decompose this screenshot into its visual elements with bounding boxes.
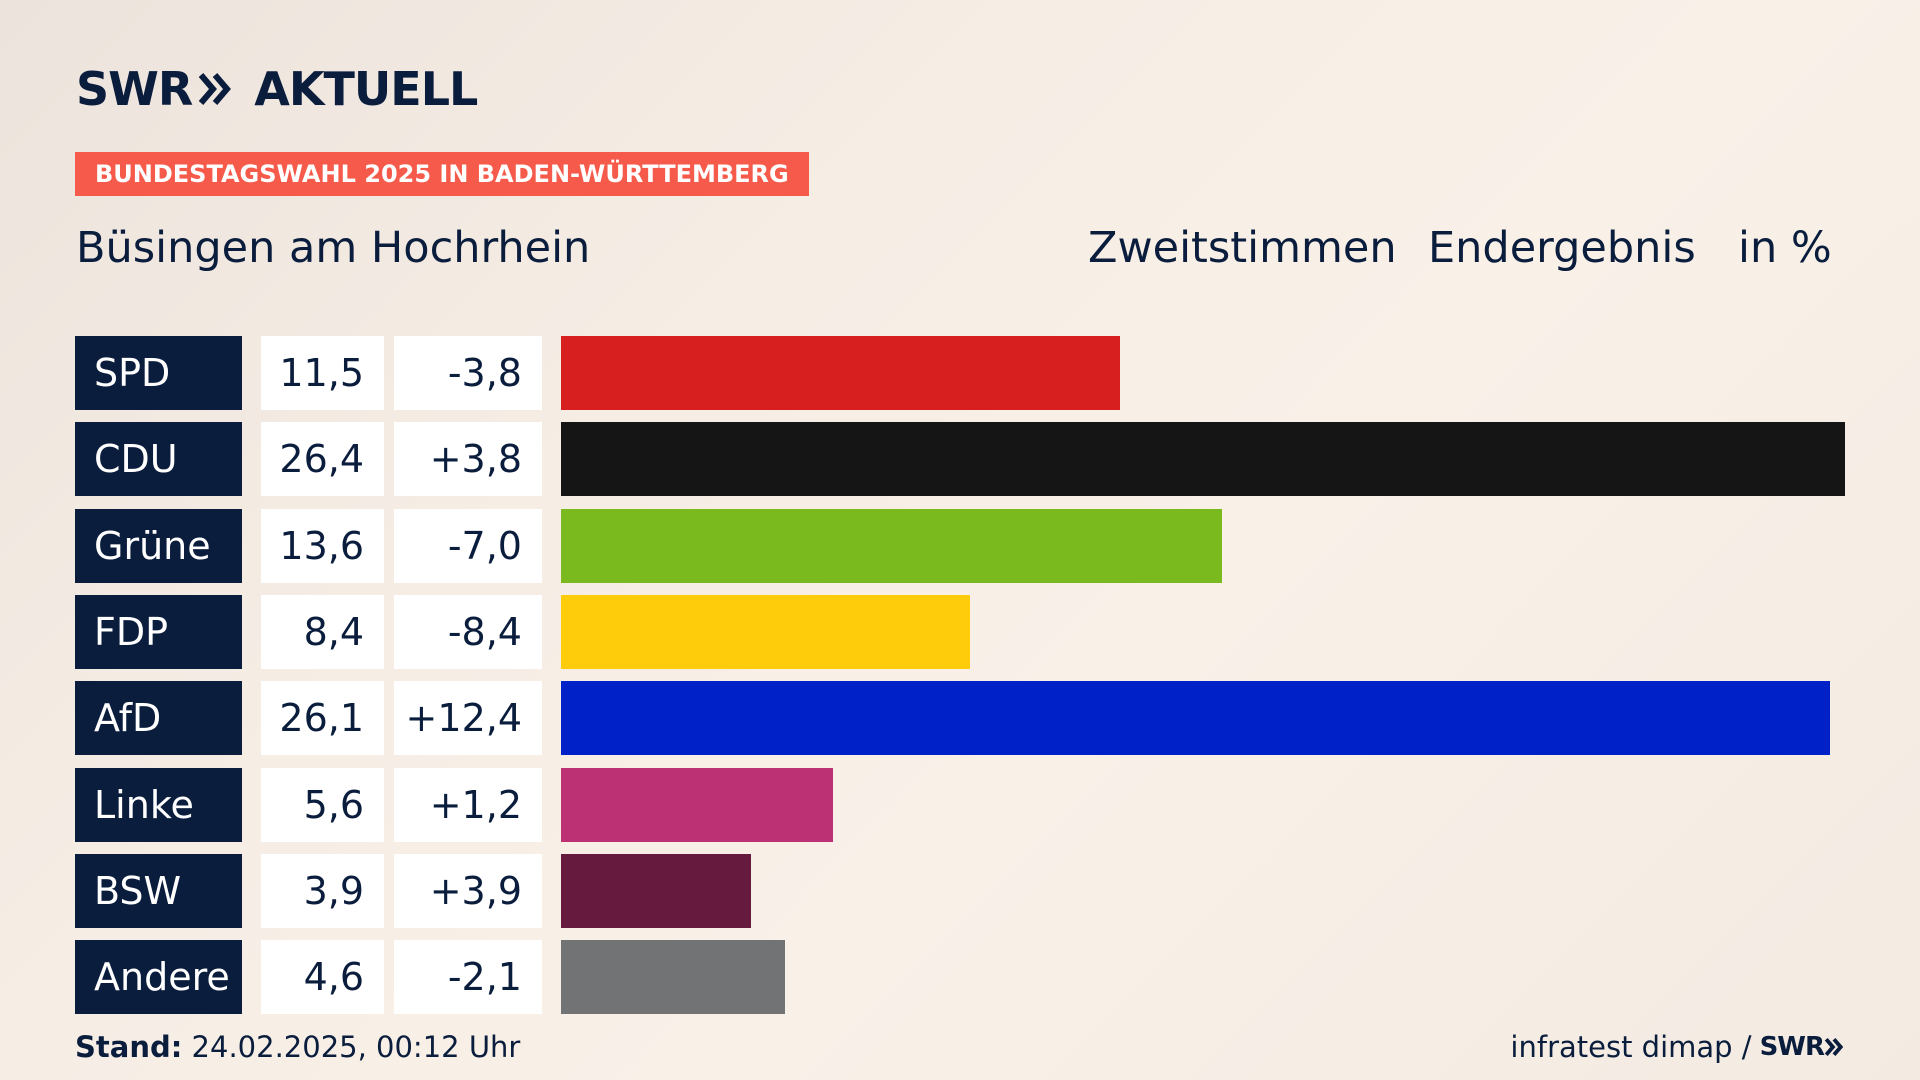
- logo-swr-text: SWR: [76, 62, 193, 116]
- change-value: +1,2: [394, 767, 542, 842]
- source-swr-logo: SWR: [1759, 1032, 1825, 1062]
- change-value: +3,8: [394, 422, 542, 497]
- source-text: infratest dimap /: [1510, 1030, 1752, 1064]
- change-value: -8,4: [394, 594, 542, 669]
- change-value: -7,0: [394, 508, 542, 583]
- result-bar: [561, 767, 833, 842]
- party-label: SPD: [75, 336, 242, 410]
- result-bar: [561, 594, 970, 669]
- timestamp: Stand: 24.02.2025, 00:12 Uhr: [75, 1030, 520, 1064]
- change-value: -2,1: [394, 940, 542, 1015]
- party-label: CDU: [75, 422, 242, 497]
- swr-aktuell-logo: SWR AKTUELL: [76, 62, 478, 116]
- change-value: +12,4: [394, 681, 542, 756]
- double-chevron-icon: [199, 73, 232, 105]
- unit-label: in %: [1738, 223, 1832, 273]
- change-value: -3,8: [394, 336, 542, 410]
- percent-value: 13,6: [261, 508, 384, 583]
- percent-value: 5,6: [261, 767, 384, 842]
- election-banner: BUNDESTAGSWAHL 2025 IN BADEN-WÜRTTEMBERG: [75, 152, 809, 196]
- double-chevron-icon: [1824, 1037, 1844, 1057]
- stand-value: 24.02.2025, 00:12 Uhr: [191, 1030, 521, 1064]
- percent-value: 26,1: [261, 681, 384, 756]
- result-bar: [561, 853, 751, 928]
- result-bar: [561, 940, 785, 1015]
- result-bar: [561, 422, 1845, 497]
- percent-value: 26,4: [261, 422, 384, 497]
- percent-value: 3,9: [261, 853, 384, 928]
- vote-type-label: Zweitstimmen: [1088, 223, 1397, 273]
- party-label: AfD: [75, 681, 242, 756]
- logo-aktuell-text: AKTUELL: [254, 62, 478, 116]
- result-status-label: Endergebnis: [1428, 223, 1696, 273]
- region-title: Büsingen am Hochrhein: [76, 223, 591, 273]
- party-label: Andere: [75, 940, 242, 1015]
- party-label: Linke: [75, 767, 242, 842]
- result-bar: [561, 508, 1222, 583]
- result-bar: [561, 681, 1830, 756]
- percent-value: 8,4: [261, 594, 384, 669]
- party-label: FDP: [75, 594, 242, 669]
- result-bar: [561, 336, 1120, 410]
- percent-value: 11,5: [261, 336, 384, 410]
- change-value: +3,9: [394, 853, 542, 928]
- stand-label: Stand:: [75, 1030, 183, 1064]
- party-label: Grüne: [75, 508, 242, 583]
- party-label: BSW: [75, 853, 242, 928]
- percent-value: 4,6: [261, 940, 384, 1015]
- source-credit: infratest dimap / SWR: [1510, 1030, 1844, 1064]
